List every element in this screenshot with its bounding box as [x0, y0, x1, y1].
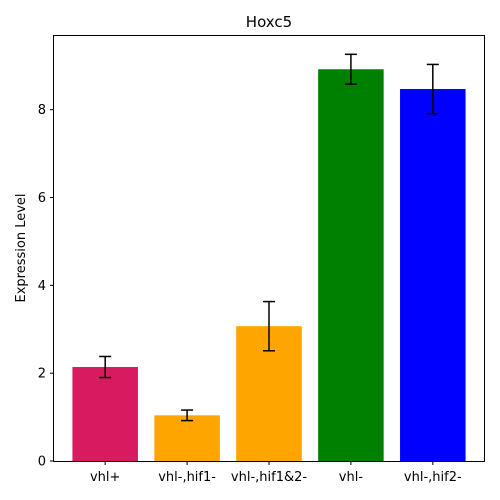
y-tick-label-3: 6 — [38, 191, 46, 206]
x-tick-label-1: vhl-,hif1- — [158, 470, 216, 485]
bar-0 — [72, 367, 138, 461]
x-tick-label-3: vhl- — [339, 470, 364, 485]
y-axis-label: Expression Level — [14, 193, 29, 302]
y-tick-label-4: 8 — [38, 103, 46, 118]
x-tick-label-4: vhl-,hif2- — [404, 470, 462, 485]
x-tick-label-2: vhl-,hif1&2- — [231, 470, 307, 485]
y-tick-label-1: 2 — [38, 367, 46, 382]
bar-1 — [154, 415, 220, 461]
x-tick-label-0: vhl+ — [90, 470, 120, 485]
bar-3 — [318, 69, 384, 461]
y-tick-label-2: 4 — [38, 279, 46, 294]
chart-title: Hoxc5 — [246, 13, 292, 31]
bar-4 — [400, 89, 466, 461]
y-tick-label-0: 0 — [38, 455, 46, 470]
